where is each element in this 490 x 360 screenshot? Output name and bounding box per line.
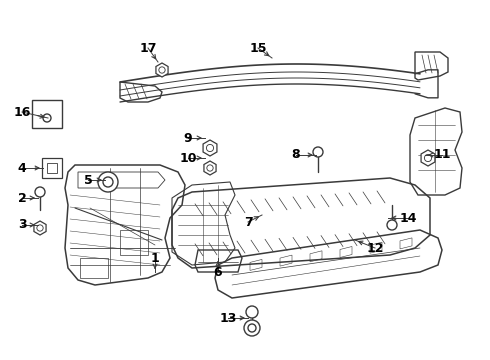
Text: 2: 2 xyxy=(18,192,26,204)
Text: 1: 1 xyxy=(150,252,159,265)
Circle shape xyxy=(35,187,45,197)
Text: 10: 10 xyxy=(179,152,197,165)
Text: 9: 9 xyxy=(184,131,192,144)
Text: 12: 12 xyxy=(366,242,384,255)
Text: 8: 8 xyxy=(292,148,300,162)
Polygon shape xyxy=(156,63,168,77)
Polygon shape xyxy=(421,150,435,166)
Text: 15: 15 xyxy=(249,41,267,54)
Polygon shape xyxy=(203,140,217,156)
Text: 17: 17 xyxy=(139,41,157,54)
Circle shape xyxy=(387,220,397,230)
Text: 5: 5 xyxy=(84,174,93,186)
Text: 14: 14 xyxy=(399,211,417,225)
Polygon shape xyxy=(204,161,216,175)
Circle shape xyxy=(98,172,118,192)
Text: 13: 13 xyxy=(220,311,237,324)
Text: 3: 3 xyxy=(18,219,26,231)
Text: 11: 11 xyxy=(433,148,451,162)
Polygon shape xyxy=(34,221,46,235)
Text: 4: 4 xyxy=(18,162,26,175)
Text: 16: 16 xyxy=(13,105,31,118)
Text: 6: 6 xyxy=(214,266,222,279)
Circle shape xyxy=(244,320,260,336)
Text: 7: 7 xyxy=(244,216,252,229)
Circle shape xyxy=(246,306,258,318)
Circle shape xyxy=(313,147,323,157)
